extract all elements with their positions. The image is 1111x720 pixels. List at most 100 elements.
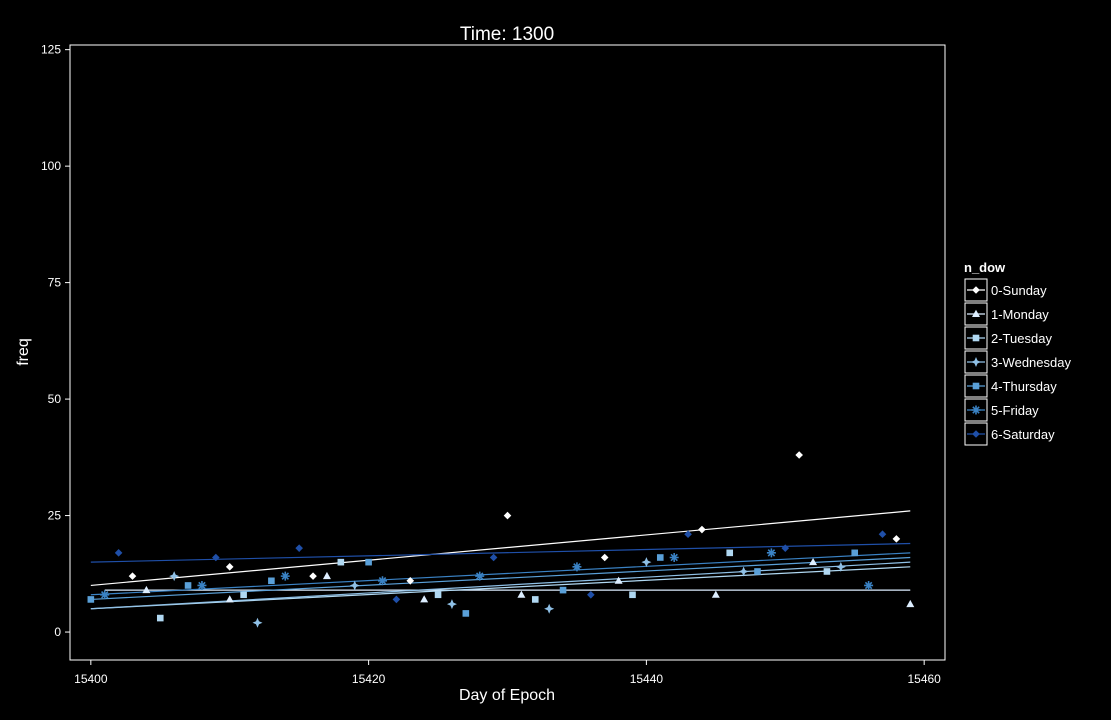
- x-axis-title: Day of Epoch: [459, 687, 555, 704]
- data-point-6-saturday: [489, 553, 498, 562]
- x-axis: 15400 15420 15440 15460: [74, 660, 941, 686]
- data-point-0-sunday: [503, 511, 512, 520]
- legend-label: 5-Friday: [991, 403, 1039, 418]
- data-point-5-friday: [475, 571, 485, 581]
- data-point-4-thursday: [184, 582, 192, 589]
- data-point-0-sunday: [698, 525, 706, 534]
- legend-item: 6-Saturday: [964, 422, 1055, 446]
- legend-item: 2-Tuesday: [964, 326, 1052, 350]
- data-point-0-sunday: [795, 451, 803, 459]
- data-point-4-thursday: [851, 549, 859, 557]
- legend-key-marker: [972, 382, 980, 390]
- trend-line-5-friday: [90, 552, 911, 596]
- data-point-5-friday: [766, 548, 776, 558]
- data-point-0-sunday: [406, 576, 415, 585]
- data-points: [87, 451, 915, 628]
- data-point-4-thursday: [754, 568, 761, 575]
- data-point-6-saturday: [781, 544, 790, 552]
- data-point-3-wednesday: [349, 580, 360, 591]
- data-point-1-monday: [711, 590, 720, 598]
- legend-label: 0-Sunday: [991, 283, 1047, 298]
- data-point-5-friday: [197, 580, 207, 590]
- data-point-1-monday: [809, 557, 818, 566]
- data-point-3-wednesday: [544, 603, 555, 614]
- data-point-2-tuesday: [531, 596, 539, 603]
- x-tick-label: 15440: [630, 672, 664, 686]
- y-axis: 0 25 50 75 100 125: [41, 43, 70, 639]
- trend-line-6-saturday: [90, 542, 911, 563]
- data-point-6-saturday: [392, 595, 401, 604]
- data-point-1-monday: [614, 576, 623, 584]
- legend-item: 0-Sunday: [964, 278, 1047, 302]
- data-point-5-friday: [669, 553, 679, 562]
- data-point-6-saturday: [212, 553, 220, 562]
- data-point-4-thursday: [462, 610, 470, 617]
- data-point-2-tuesday: [726, 549, 734, 557]
- legend-key-marker: [972, 309, 980, 317]
- x-tick-label: 15460: [907, 672, 941, 686]
- data-point-4-thursday: [365, 558, 372, 566]
- data-point-4-thursday: [656, 554, 664, 561]
- legend-item: 3-Wednesday: [964, 350, 1071, 374]
- data-point-3-wednesday: [446, 599, 457, 610]
- legend-label: 1-Monday: [991, 307, 1049, 322]
- legend-label: 6-Saturday: [991, 427, 1055, 442]
- legend-key-marker: [971, 405, 981, 415]
- legend-key-marker: [971, 357, 981, 367]
- data-point-4-thursday: [559, 586, 567, 594]
- x-tick-label: 15400: [74, 672, 108, 686]
- y-axis-title: freq: [15, 338, 32, 366]
- legend-key-marker: [972, 430, 980, 438]
- data-point-2-tuesday: [823, 568, 831, 575]
- data-point-5-friday: [378, 576, 387, 586]
- legend-item: 1-Monday: [964, 302, 1049, 326]
- y-tick-label: 100: [41, 159, 61, 173]
- y-tick-label: 25: [48, 509, 62, 523]
- data-point-0-sunday: [225, 563, 234, 571]
- chart-title: Time: 1300: [460, 24, 554, 45]
- data-point-2-tuesday: [156, 614, 164, 622]
- data-point-3-wednesday: [835, 561, 846, 572]
- data-point-5-friday: [280, 571, 290, 581]
- data-point-0-sunday: [128, 572, 137, 580]
- trend-line-4-thursday: [90, 556, 911, 601]
- data-point-0-sunday: [309, 572, 317, 580]
- data-point-6-saturday: [878, 530, 887, 539]
- data-point-6-saturday: [114, 549, 123, 557]
- data-point-1-monday: [225, 595, 234, 603]
- data-point-1-monday: [517, 590, 526, 598]
- data-point-3-wednesday: [169, 571, 180, 582]
- data-point-6-saturday: [587, 590, 595, 599]
- data-point-1-monday: [906, 599, 915, 608]
- data-point-0-sunday: [600, 553, 609, 562]
- data-point-5-friday: [572, 562, 582, 572]
- data-point-5-friday: [100, 590, 110, 600]
- y-tick-label: 75: [48, 276, 62, 290]
- legend-label: 4-Thursday: [991, 379, 1057, 394]
- data-point-5-friday: [864, 580, 874, 590]
- data-point-2-tuesday: [629, 591, 636, 599]
- data-point-3-wednesday: [738, 566, 749, 577]
- data-point-0-sunday: [892, 535, 901, 543]
- y-tick-label: 125: [41, 43, 61, 57]
- y-tick-label: 0: [54, 625, 61, 639]
- legend-key-marker: [972, 286, 980, 294]
- data-point-6-saturday: [684, 530, 692, 539]
- legend-item: 5-Friday: [964, 398, 1039, 422]
- data-point-1-monday: [420, 595, 429, 603]
- data-point-3-wednesday: [641, 557, 652, 568]
- data-point-4-thursday: [268, 577, 275, 585]
- data-point-4-thursday: [87, 596, 95, 603]
- legend-item: 4-Thursday: [964, 374, 1057, 398]
- data-point-2-tuesday: [434, 591, 442, 599]
- data-point-6-saturday: [295, 544, 303, 552]
- data-point-2-tuesday: [337, 558, 345, 566]
- trend-line-0-sunday: [90, 510, 911, 587]
- legend-title: n_dow: [964, 260, 1006, 275]
- x-tick-label: 15420: [352, 672, 386, 686]
- legend-key-marker: [972, 334, 980, 342]
- data-point-1-monday: [142, 585, 151, 594]
- data-point-3-wednesday: [252, 617, 263, 628]
- data-point-1-monday: [322, 571, 331, 580]
